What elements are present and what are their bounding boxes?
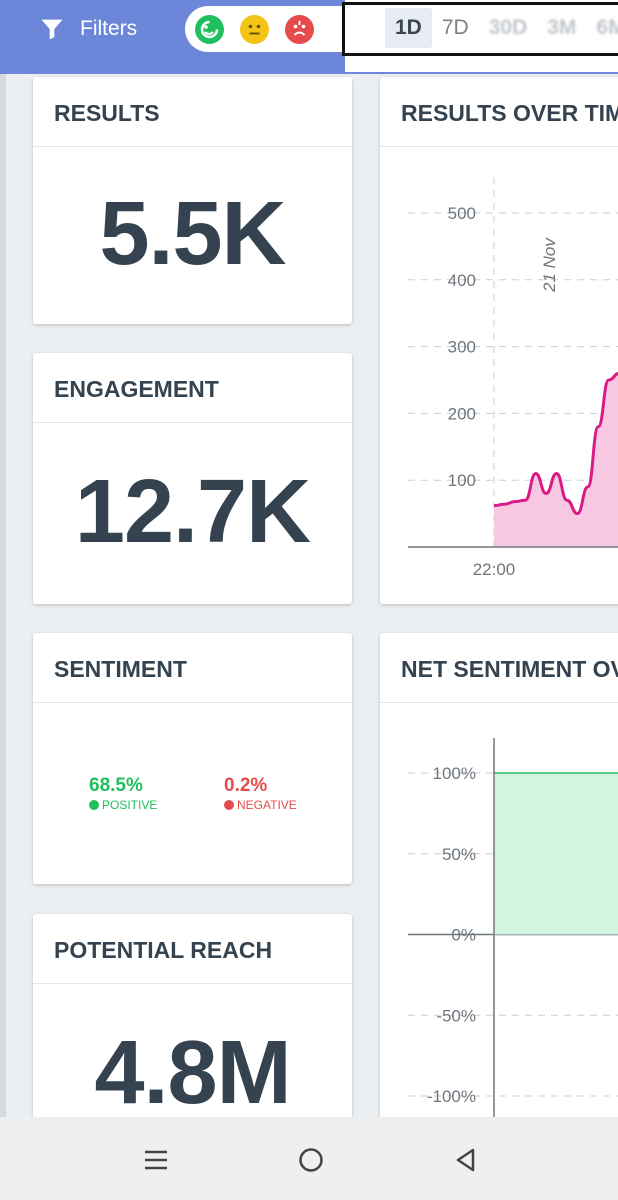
date-range-underline (345, 72, 618, 74)
x-tick-label: 22:00 (473, 560, 516, 579)
results-value: 5.5K (99, 184, 286, 284)
y-tick-label: 200 (448, 404, 476, 423)
y-tick-label: -50% (436, 1006, 476, 1025)
neutral-sentiment-icon[interactable] (240, 14, 269, 44)
top-bar: Filters 1D 7D 30D 3M 6M (0, 0, 618, 74)
y-tick-label: 100 (448, 471, 476, 490)
divider (33, 983, 352, 984)
card-title: RESULTS OVER TIME (401, 100, 618, 126)
divider (33, 422, 352, 423)
card-title: RESULTS (54, 100, 160, 126)
results-over-time-card[interactable]: RESULTS OVER TIME 500 400 300 200 100 21 Nov 2… (380, 77, 618, 604)
engagement-value: 12.7K (74, 462, 311, 562)
sentiment-card[interactable]: SENTIMENT 68.5% POSITIVE 0.2% NEGATIVE (33, 633, 352, 884)
negative-face-icon (224, 800, 234, 810)
positive-value: 68.5% (89, 775, 143, 796)
divider (33, 702, 352, 703)
net-sentiment-area (494, 773, 618, 935)
menu-icon[interactable] (141, 1145, 171, 1175)
negative-sentiment-icon[interactable] (285, 14, 314, 44)
y-tick-label: 0% (451, 926, 476, 945)
filters-label: Filters (80, 17, 138, 40)
y-tick-label: 100% (433, 764, 476, 783)
filter-icon (41, 19, 63, 40)
sentiment-filter-group (185, 6, 345, 52)
reach-card[interactable]: POTENTIAL REACH 4.8M (33, 914, 352, 1144)
range-tab-1d[interactable]: 1D (385, 8, 432, 48)
engagement-card[interactable]: ENGAGEMENT 12.7K (33, 353, 352, 604)
date-annotation: 21 Nov (540, 237, 559, 293)
range-tab-7d[interactable]: 7D (441, 16, 469, 39)
divider (380, 702, 618, 703)
y-tick-label: -100% (427, 1087, 476, 1106)
divider (380, 146, 618, 147)
y-tick-label: 50% (442, 845, 476, 864)
date-range-tabs: 1D 7D 30D 3M 6M (385, 8, 618, 48)
filters-button[interactable]: Filters (38, 14, 137, 44)
positive-label-text: POSITIVE (102, 798, 158, 812)
positive-face-icon (89, 800, 99, 810)
divider (33, 146, 352, 147)
card-title: ENGAGEMENT (54, 376, 219, 402)
net-sentiment-card[interactable]: NET SENTIMENT OVER TIME 100% 50% 0% -50% -10… (380, 633, 618, 1133)
results-line (493, 371, 618, 516)
card-title: SENTIMENT (54, 656, 187, 682)
filters-section: Filters (0, 0, 345, 74)
negative-value: 0.2% (224, 775, 268, 796)
date-range-highlight (342, 2, 618, 56)
y-tick-label: 300 (448, 338, 476, 357)
y-tick-label: 400 (448, 271, 476, 290)
results-over-time-chart: 500 400 300 200 100 21 Nov 22:00 (408, 177, 618, 579)
system-nav-bar (0, 1117, 618, 1200)
range-tab-3m[interactable]: 3M (547, 16, 577, 39)
home-icon[interactable] (296, 1145, 326, 1175)
negative-label: NEGATIVE (224, 798, 297, 812)
left-rail (0, 74, 6, 1119)
results-card[interactable]: RESULTS 5.5K (33, 77, 352, 324)
positive-label: POSITIVE (89, 798, 157, 812)
y-tick-label: 500 (448, 204, 476, 223)
reach-value: 4.8M (94, 1023, 291, 1123)
range-tab-6m[interactable]: 6M (596, 16, 618, 39)
card-title: NET SENTIMENT OVER TIME (401, 656, 618, 682)
positive-sentiment-icon[interactable] (195, 14, 224, 44)
net-sentiment-chart: 100% 50% 0% -50% -100% (408, 738, 618, 1133)
range-tab-30d[interactable]: 30D (488, 16, 528, 39)
negative-label-text: NEGATIVE (237, 798, 297, 812)
back-icon[interactable] (451, 1145, 481, 1175)
card-title: POTENTIAL REACH (54, 937, 273, 963)
results-area (494, 373, 618, 547)
